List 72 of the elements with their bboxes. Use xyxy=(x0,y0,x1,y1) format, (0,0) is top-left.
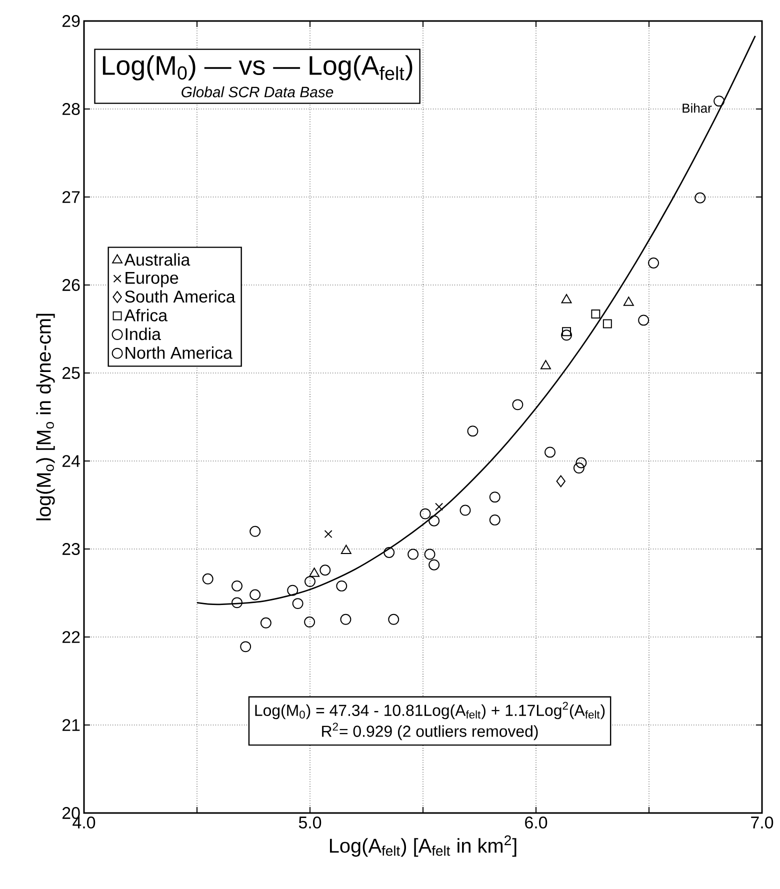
point xyxy=(540,360,551,370)
point xyxy=(576,457,587,468)
y-tick-label: 20 xyxy=(62,807,80,819)
point xyxy=(556,475,566,488)
y-tick-label: 23 xyxy=(62,543,80,555)
point xyxy=(544,446,556,458)
point xyxy=(489,492,500,503)
point xyxy=(232,597,242,608)
y-axis-title: log(M$_{o}$) [M$_{o}$ in dyne-cm] xyxy=(36,314,55,520)
point xyxy=(336,580,348,592)
y-tick-label: 22 xyxy=(62,631,80,643)
y-tick-label: 24 xyxy=(62,455,80,467)
legend-label: Africa xyxy=(124,308,168,322)
point xyxy=(467,426,478,437)
text: Global SCR Data Base xyxy=(182,86,334,98)
point xyxy=(292,598,304,610)
y-tick-label: 28 xyxy=(62,103,80,115)
point xyxy=(424,548,436,560)
point xyxy=(714,96,725,107)
point xyxy=(489,514,500,526)
point xyxy=(602,319,612,328)
point xyxy=(260,617,272,628)
point xyxy=(202,573,214,584)
point xyxy=(562,327,571,336)
legend-label: India xyxy=(126,328,161,340)
point xyxy=(324,530,332,538)
point xyxy=(250,589,261,600)
point xyxy=(460,504,471,516)
point xyxy=(638,314,650,326)
point xyxy=(287,584,298,596)
point xyxy=(623,296,634,306)
point xyxy=(573,462,584,474)
x-tick-label: 7.0 xyxy=(751,816,774,829)
x-axis-title: Log(A$_{felt}$) [A$_{felt}$ in km$^{2}$] xyxy=(330,835,516,857)
y-tick-label: 21 xyxy=(62,719,80,731)
x-tick-label: 5.0 xyxy=(298,816,322,829)
point xyxy=(428,559,440,570)
point xyxy=(694,192,706,204)
point xyxy=(408,548,419,560)
point xyxy=(435,502,444,511)
x-tick-label: 4.0 xyxy=(72,816,96,829)
legend-label: South America xyxy=(125,290,236,303)
point xyxy=(561,294,572,304)
annotation: Bihar xyxy=(682,103,712,113)
point xyxy=(512,399,524,410)
legend-label: North America xyxy=(126,346,232,359)
y-tick-label: 29 xyxy=(62,15,80,27)
point xyxy=(648,258,660,268)
point xyxy=(384,547,395,558)
point xyxy=(304,616,316,628)
y-tick-label: 25 xyxy=(62,367,80,379)
text: Log(M$_{0}$) = 47.34 - 10.81Log(A$_{felt}$) + 1.17Log$^{2}$(A$_{felt}$) xyxy=(255,702,605,720)
legend-label: Europe xyxy=(126,272,178,288)
point xyxy=(250,526,261,537)
point xyxy=(340,544,352,554)
x-tick-label: 6.0 xyxy=(525,816,548,829)
point xyxy=(304,576,316,588)
point xyxy=(420,508,431,520)
point xyxy=(320,564,331,576)
annotation: R$^{2}$= 0.929 (2 outliers removed) xyxy=(322,722,538,740)
text: Log(M$_{0}$) — vs — Log(A$_{felt}$) xyxy=(102,55,412,80)
point xyxy=(340,614,352,625)
y-tick-label: 27 xyxy=(62,191,80,203)
point xyxy=(561,330,572,341)
point xyxy=(388,614,400,625)
point xyxy=(232,580,242,592)
point xyxy=(428,515,440,526)
point xyxy=(240,641,252,652)
legend-label: Australia xyxy=(124,253,190,266)
y-tick-label: 26 xyxy=(62,279,80,291)
point xyxy=(591,310,600,319)
point xyxy=(309,568,320,577)
